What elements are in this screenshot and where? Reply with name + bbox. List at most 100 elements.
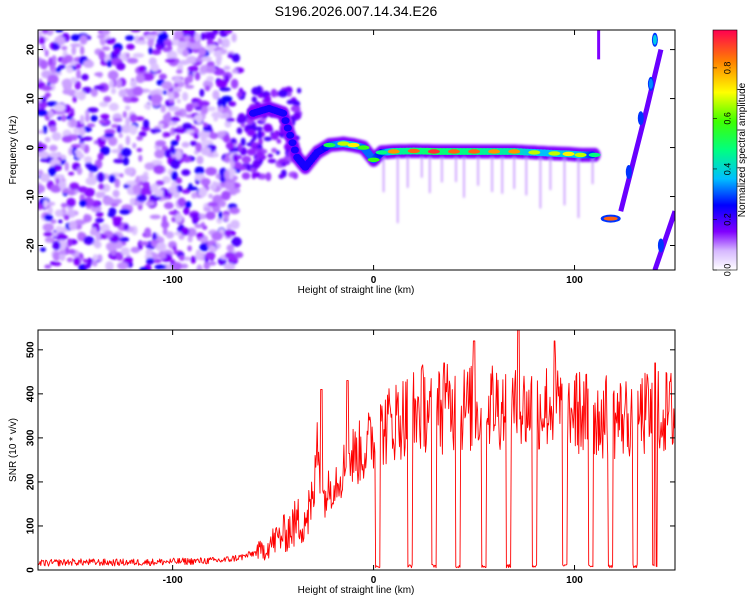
- noise-speckle: [165, 58, 176, 63]
- noise-speckle: [148, 46, 153, 55]
- noise-speckle: [258, 138, 263, 145]
- noise-speckle: [87, 107, 99, 113]
- noise-speckle: [70, 77, 78, 84]
- ridge-peak: [448, 149, 460, 154]
- noise-speckle: [224, 181, 235, 191]
- noise-speckle: [105, 242, 117, 251]
- noise-speckle: [251, 172, 256, 180]
- noise-speckle: [66, 67, 74, 74]
- noise-speckle: [162, 46, 172, 53]
- noise-speckle: [111, 149, 122, 154]
- snr-y-axis-label: SNR (10 * v/v): [8, 418, 19, 482]
- noise-speckle: [154, 149, 165, 159]
- noise-speckle: [209, 132, 219, 140]
- noise-speckle: [126, 57, 139, 64]
- noise-speckle: [138, 154, 143, 162]
- noise-speckle: [113, 118, 123, 122]
- ridge-peak: [357, 145, 370, 150]
- noise-speckle: [108, 207, 117, 216]
- noise-speckle: [199, 88, 205, 97]
- noise-speckle: [61, 46, 68, 51]
- x-tick-label: 100: [566, 575, 583, 586]
- noise-speckle: [208, 245, 217, 253]
- noise-speckle: [138, 131, 147, 137]
- noise-speckle: [108, 174, 116, 183]
- noise-speckle: [120, 247, 130, 256]
- noise-speckle: [110, 251, 117, 256]
- noise-speckle: [44, 236, 55, 243]
- noise-speckle: [132, 184, 142, 194]
- noise-speckle: [125, 135, 131, 146]
- noise-speckle: [223, 213, 229, 222]
- noise-speckle: [170, 116, 181, 123]
- noise-speckle: [123, 223, 130, 231]
- noise-speckle: [205, 211, 216, 220]
- noise-speckle: [63, 214, 70, 221]
- noise-speckle: [217, 37, 222, 45]
- noise-speckle: [48, 57, 53, 66]
- noise-speckle: [108, 102, 119, 111]
- noise-speckle: [95, 211, 104, 217]
- noise-speckle: [84, 236, 94, 243]
- snr-axes: -100 0 100 0 100 200 300 400 500: [26, 330, 675, 586]
- noise-speckle: [120, 124, 132, 134]
- noise-speckle: [124, 256, 133, 264]
- noise-speckle: [70, 117, 76, 128]
- noise-speckle: [278, 173, 285, 179]
- noise-speckle: [207, 201, 218, 207]
- noise-speckle: [233, 187, 241, 194]
- y-tick-label: 0: [26, 144, 37, 150]
- noise-speckle: [49, 125, 57, 133]
- noise-speckle: [225, 153, 230, 164]
- noise-speckle: [103, 96, 112, 103]
- noise-speckle: [187, 245, 192, 252]
- noise-speckle: [162, 176, 171, 184]
- noise-speckle: [142, 119, 150, 129]
- noise-speckle: [189, 140, 198, 146]
- spectrogram-x-axis-label: Height of straight line (km): [298, 285, 415, 296]
- noise-speckle: [93, 239, 100, 248]
- x-tick-label: -100: [163, 575, 183, 586]
- noise-speckle: [51, 42, 60, 51]
- noise-speckle: [79, 114, 85, 125]
- noise-speckle: [181, 141, 190, 148]
- ridge-peak: [562, 151, 575, 157]
- noise-speckle: [82, 258, 88, 264]
- noise-speckle: [278, 89, 288, 98]
- noise-speckle: [74, 150, 82, 154]
- ridge-cell: [288, 139, 297, 147]
- feature-core: [638, 113, 643, 124]
- noise-speckle: [58, 219, 63, 224]
- noise-speckle: [41, 85, 53, 92]
- noise-speckle: [83, 156, 93, 163]
- noise-speckle: [144, 162, 155, 171]
- noise-speckle: [218, 211, 223, 220]
- noise-speckle: [194, 166, 205, 176]
- noise-speckle: [223, 263, 236, 270]
- noise-speckle: [80, 74, 89, 80]
- noise-speckle: [44, 136, 51, 143]
- noise-speckle: [56, 234, 68, 240]
- noise-speckle: [228, 169, 234, 180]
- noise-speckle: [200, 178, 211, 186]
- noise-speckle: [265, 172, 272, 182]
- noise-speckle: [224, 120, 232, 128]
- noise-speckle: [39, 59, 48, 70]
- noise-speckle: [51, 152, 61, 158]
- noise-speckle: [211, 231, 223, 241]
- noise-speckle: [100, 146, 111, 156]
- colorbar-label: Normalized spectral amplitude: [737, 82, 748, 217]
- ridge-peak: [387, 149, 400, 154]
- noise-speckle: [117, 262, 129, 270]
- noise-speckle: [173, 127, 184, 133]
- y-tick-label: 20: [26, 44, 37, 56]
- noise-speckle: [67, 209, 76, 218]
- y-tick-label: -20: [26, 238, 37, 253]
- noise-speckle: [139, 266, 149, 270]
- noise-speckle: [174, 110, 183, 117]
- noise-speckle: [229, 257, 238, 262]
- noise-speckle: [196, 232, 204, 239]
- noise-speckle: [97, 254, 103, 261]
- noise-speckle: [96, 172, 105, 183]
